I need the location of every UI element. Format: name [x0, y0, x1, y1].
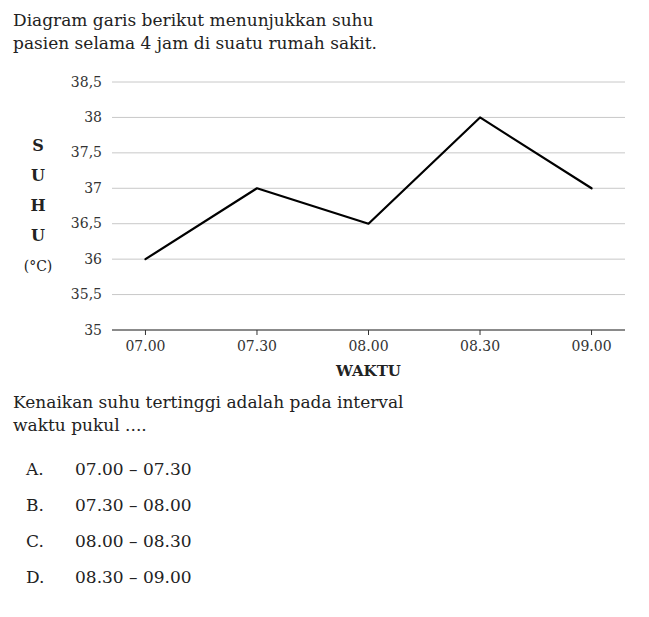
y-tick-label: 37,5 [71, 144, 102, 160]
y-tick-label: 38,5 [71, 74, 102, 90]
y-axis-label: U [31, 226, 45, 245]
option-letter: B. [26, 495, 44, 515]
chart: Diagram garis berikut menunjukkan suhu pa… [0, 0, 649, 617]
x-tick-label: 08.30 [460, 338, 500, 354]
y-axis: 35 35,5 36 36,5 37 37,5 38 38,5 [71, 74, 102, 338]
x-tick-label: 08.00 [348, 338, 388, 354]
question: waktu pukul .... [13, 415, 147, 435]
y-tick-label: 38 [84, 109, 102, 125]
option-text: 08.30 – 09.00 [75, 567, 192, 587]
question: Kenaikan suhu tertinggi adalah pada inte… [13, 392, 404, 412]
option-text: 07.30 – 08.00 [75, 495, 192, 515]
y-tick-label: 35 [84, 322, 102, 338]
grid-line [112, 152, 625, 153]
y-axis-label: H [30, 196, 45, 215]
option-text: 07.00 – 07.30 [75, 459, 192, 479]
option-letter: A. [25, 459, 44, 479]
grid-line [112, 188, 625, 189]
y-axis-label: (°C) [24, 258, 53, 274]
grid-line [112, 294, 625, 295]
y-axis-label: S [32, 136, 44, 155]
option-letter: C. [26, 531, 44, 551]
x-tick-label: 07.30 [237, 338, 277, 354]
x-axis-label: WAKTU [335, 362, 401, 380]
y-tick-label: 36 [84, 251, 102, 267]
y-tick-label: 37 [84, 180, 102, 196]
x-tick [145, 330, 146, 335]
plot-area [145, 117, 591, 259]
grid [112, 82, 625, 330]
x-tick-label: 09.00 [571, 338, 611, 354]
option-text: 08.00 – 08.30 [75, 531, 192, 551]
data-line [145, 117, 591, 259]
x-axis: 07.00 07.30 08.00 08.30 09.00 [112, 330, 625, 354]
x-tick [591, 330, 592, 335]
x-tick-label: 07.00 [125, 338, 165, 354]
title: Diagram garis berikut menunjukkan suhu [13, 10, 374, 30]
grid-line [112, 117, 625, 118]
y-axis-label: U [31, 166, 45, 185]
title: pasien selama 4 jam di suatu rumah sakit… [13, 33, 377, 53]
x-tick [368, 330, 369, 335]
x-tick [256, 330, 257, 335]
option-letter: D. [26, 567, 44, 587]
y-tick-label: 36,5 [71, 215, 102, 231]
chart-container: Diagram garis berikut menunjukkan suhu pa… [0, 0, 649, 617]
x-tick [480, 330, 481, 335]
y-tick-label: 35,5 [71, 286, 102, 302]
grid-line [112, 259, 625, 260]
grid-line [112, 82, 625, 83]
